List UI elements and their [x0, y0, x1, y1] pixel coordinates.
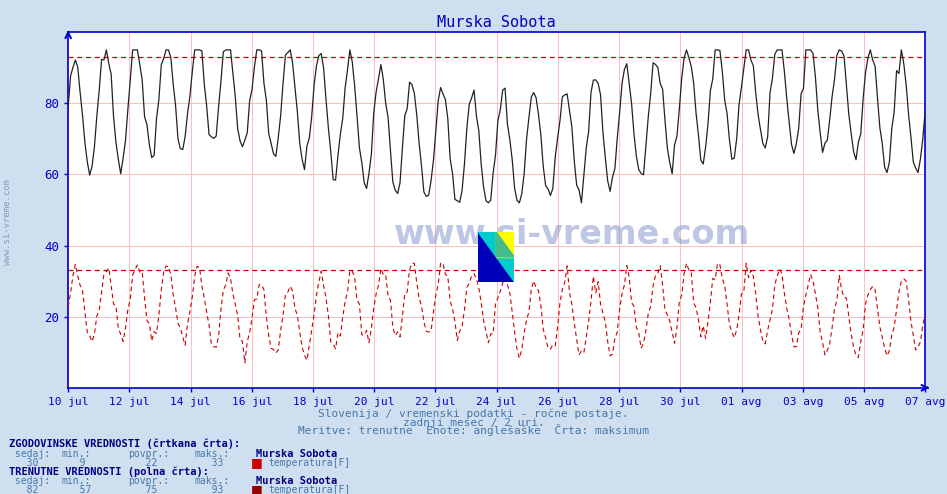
Text: temperatura[F]: temperatura[F] — [268, 458, 350, 468]
Text: ■: ■ — [251, 483, 262, 494]
Text: 22: 22 — [128, 458, 157, 468]
Polygon shape — [496, 232, 514, 257]
Text: Meritve: trenutne  Enote: anglešaške  Črta: maksimum: Meritve: trenutne Enote: anglešaške Črta… — [298, 424, 649, 436]
Text: 30: 30 — [9, 458, 39, 468]
Text: temperatura[F]: temperatura[F] — [268, 485, 350, 494]
Text: 93: 93 — [194, 485, 223, 494]
Text: 9: 9 — [62, 458, 85, 468]
Text: 82: 82 — [9, 485, 39, 494]
Text: TRENUTNE VREDNOSTI (polna črta):: TRENUTNE VREDNOSTI (polna črta): — [9, 467, 209, 477]
Text: maks.:: maks.: — [194, 476, 229, 486]
Text: povpr.:: povpr.: — [128, 449, 169, 459]
Text: www.si-vreme.com: www.si-vreme.com — [3, 179, 12, 265]
Polygon shape — [496, 232, 514, 257]
Text: Slovenija / vremenski podatki - ročne postaje.: Slovenija / vremenski podatki - ročne po… — [318, 409, 629, 419]
Text: www.si-vreme.com: www.si-vreme.com — [394, 218, 750, 251]
Text: ZGODOVINSKE VREDNOSTI (črtkana črta):: ZGODOVINSKE VREDNOSTI (črtkana črta): — [9, 439, 241, 449]
Text: 75: 75 — [128, 485, 157, 494]
Text: sedaj:: sedaj: — [9, 449, 50, 459]
Polygon shape — [478, 232, 514, 282]
Text: ■: ■ — [251, 456, 262, 469]
Title: Murska Sobota: Murska Sobota — [438, 14, 556, 30]
Polygon shape — [478, 232, 514, 282]
Text: Murska Sobota: Murska Sobota — [256, 476, 337, 486]
Text: povpr.:: povpr.: — [128, 476, 169, 486]
Text: min.:: min.: — [62, 476, 91, 486]
Text: 57: 57 — [62, 485, 91, 494]
Text: Murska Sobota: Murska Sobota — [256, 449, 337, 459]
Text: 33: 33 — [194, 458, 223, 468]
Text: min.:: min.: — [62, 449, 91, 459]
Text: zadnji mesec / 2 uri.: zadnji mesec / 2 uri. — [402, 418, 545, 428]
Text: maks.:: maks.: — [194, 449, 229, 459]
Text: sedaj:: sedaj: — [9, 476, 50, 486]
